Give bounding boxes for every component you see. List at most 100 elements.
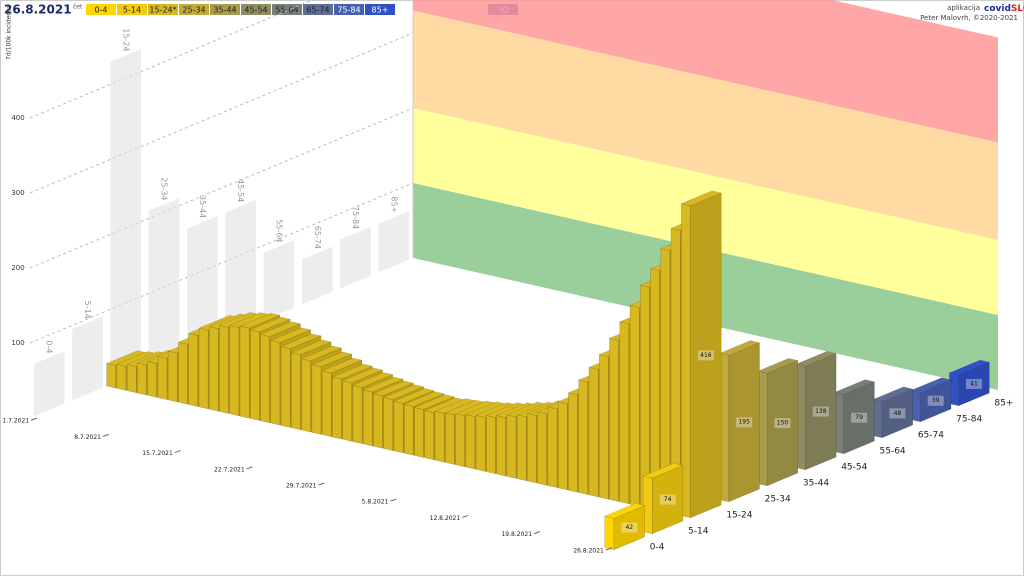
bar-front-shade — [728, 342, 760, 502]
legend-button[interactable] — [86, 4, 116, 15]
backdrop-bar — [263, 240, 295, 321]
legend-button[interactable] — [148, 4, 178, 15]
backdrop-bar — [340, 226, 371, 289]
x-tick-label: 15.7.2021 — [142, 450, 173, 457]
latest-bar — [757, 358, 799, 487]
bar-front-shade — [613, 505, 645, 550]
backdrop-label: 45-54 — [236, 179, 245, 202]
latest-bar — [718, 340, 761, 503]
bar-side — [270, 340, 281, 426]
group-label: 25-34 — [765, 495, 791, 505]
value-label: 42 — [625, 524, 633, 531]
latest-bar — [910, 377, 952, 423]
group-label: 75-84 — [956, 415, 982, 425]
group-label: 55-64 — [880, 447, 906, 457]
y-tick-label: 100 — [11, 339, 24, 347]
bar-side — [188, 332, 199, 407]
backdrop-bar — [110, 49, 142, 385]
value-box — [927, 395, 944, 406]
bar-side — [424, 410, 435, 461]
latest-bar — [948, 359, 991, 407]
x-tick-label: 8.7.2021 — [74, 434, 101, 441]
bar-side — [486, 415, 496, 475]
x-tick — [390, 498, 397, 502]
latest-bar — [795, 351, 837, 471]
grid-line — [29, 32, 414, 194]
bar-side — [332, 376, 342, 440]
y-tick-label: 400 — [11, 114, 24, 122]
backdrop-bar — [301, 246, 333, 305]
value-box — [965, 378, 982, 389]
bar-top — [269, 327, 312, 343]
grid-line — [29, 0, 314, 119]
legend-label: 45-54 — [244, 6, 267, 15]
bar-top — [680, 190, 723, 207]
bar-top — [239, 313, 281, 329]
group-label: 0-4 — [650, 543, 665, 553]
bar-side — [291, 352, 301, 431]
legend-button[interactable] — [334, 4, 364, 15]
bar-side — [414, 407, 424, 458]
legend-label: 25-34 — [182, 6, 205, 15]
bar-side — [516, 414, 527, 482]
x-tick — [533, 531, 541, 535]
legend-button[interactable] — [303, 4, 333, 15]
backdrop-label: 5-14 — [83, 301, 92, 319]
backdrop-label: 75-84 — [351, 206, 360, 229]
bar-front-shade — [652, 465, 683, 534]
group-label: 45-54 — [841, 463, 867, 473]
bar-top — [362, 376, 404, 393]
bar-top — [321, 357, 363, 374]
bar-side — [219, 324, 229, 414]
bar-side — [445, 412, 455, 465]
bar-side — [137, 362, 147, 396]
bar-top — [718, 340, 761, 356]
legend-button[interactable] — [179, 4, 209, 15]
bar-side — [619, 321, 630, 505]
bar-top — [642, 463, 684, 479]
bar-side — [311, 364, 322, 435]
bar-side — [239, 325, 250, 419]
bar-side — [198, 327, 209, 410]
app-label: aplikacija — [947, 4, 980, 12]
bar-front-shade — [805, 353, 837, 470]
bar-top — [757, 358, 799, 374]
latest-bar — [642, 463, 684, 535]
backdrop-label: 15-24 — [121, 28, 130, 51]
bar-side — [609, 337, 619, 502]
legend-button[interactable] — [117, 4, 147, 15]
bar-top — [603, 503, 646, 519]
value-label: 150 — [777, 420, 789, 427]
bar-top — [249, 316, 291, 333]
value-label: 39 — [932, 397, 940, 404]
legend-button[interactable] — [210, 4, 240, 15]
bar-side — [147, 361, 158, 398]
value-box — [621, 522, 638, 533]
bar-top — [280, 333, 322, 349]
backdrop-label: 65-74 — [313, 226, 322, 249]
legend-label: 65-74 — [306, 6, 329, 15]
legend-button[interactable] — [272, 4, 302, 15]
backdrop-bar — [187, 215, 218, 353]
backdrop-label: 0-4 — [45, 340, 54, 353]
risk-band — [413, 0, 998, 143]
bar-side — [167, 350, 178, 403]
value-label: 41 — [970, 380, 978, 387]
risk-band — [413, 10, 998, 240]
bar-side — [260, 334, 271, 424]
bar-front-shade — [767, 360, 798, 486]
bar-side — [157, 356, 168, 400]
value-label: 416 — [700, 352, 712, 359]
x-tick — [246, 466, 253, 470]
x-tick-label: 26.8.2021 — [573, 547, 604, 554]
x-tick — [318, 482, 325, 486]
legend-label: 75-84 — [337, 6, 360, 15]
legend-button[interactable] — [365, 4, 395, 15]
bar-top — [795, 351, 837, 367]
bar-front-shade — [843, 381, 875, 454]
bar-side — [506, 414, 517, 479]
legend-button[interactable] — [241, 4, 271, 15]
value-box — [697, 350, 714, 361]
backdrop-bar — [378, 210, 410, 273]
x-tick — [462, 514, 469, 518]
